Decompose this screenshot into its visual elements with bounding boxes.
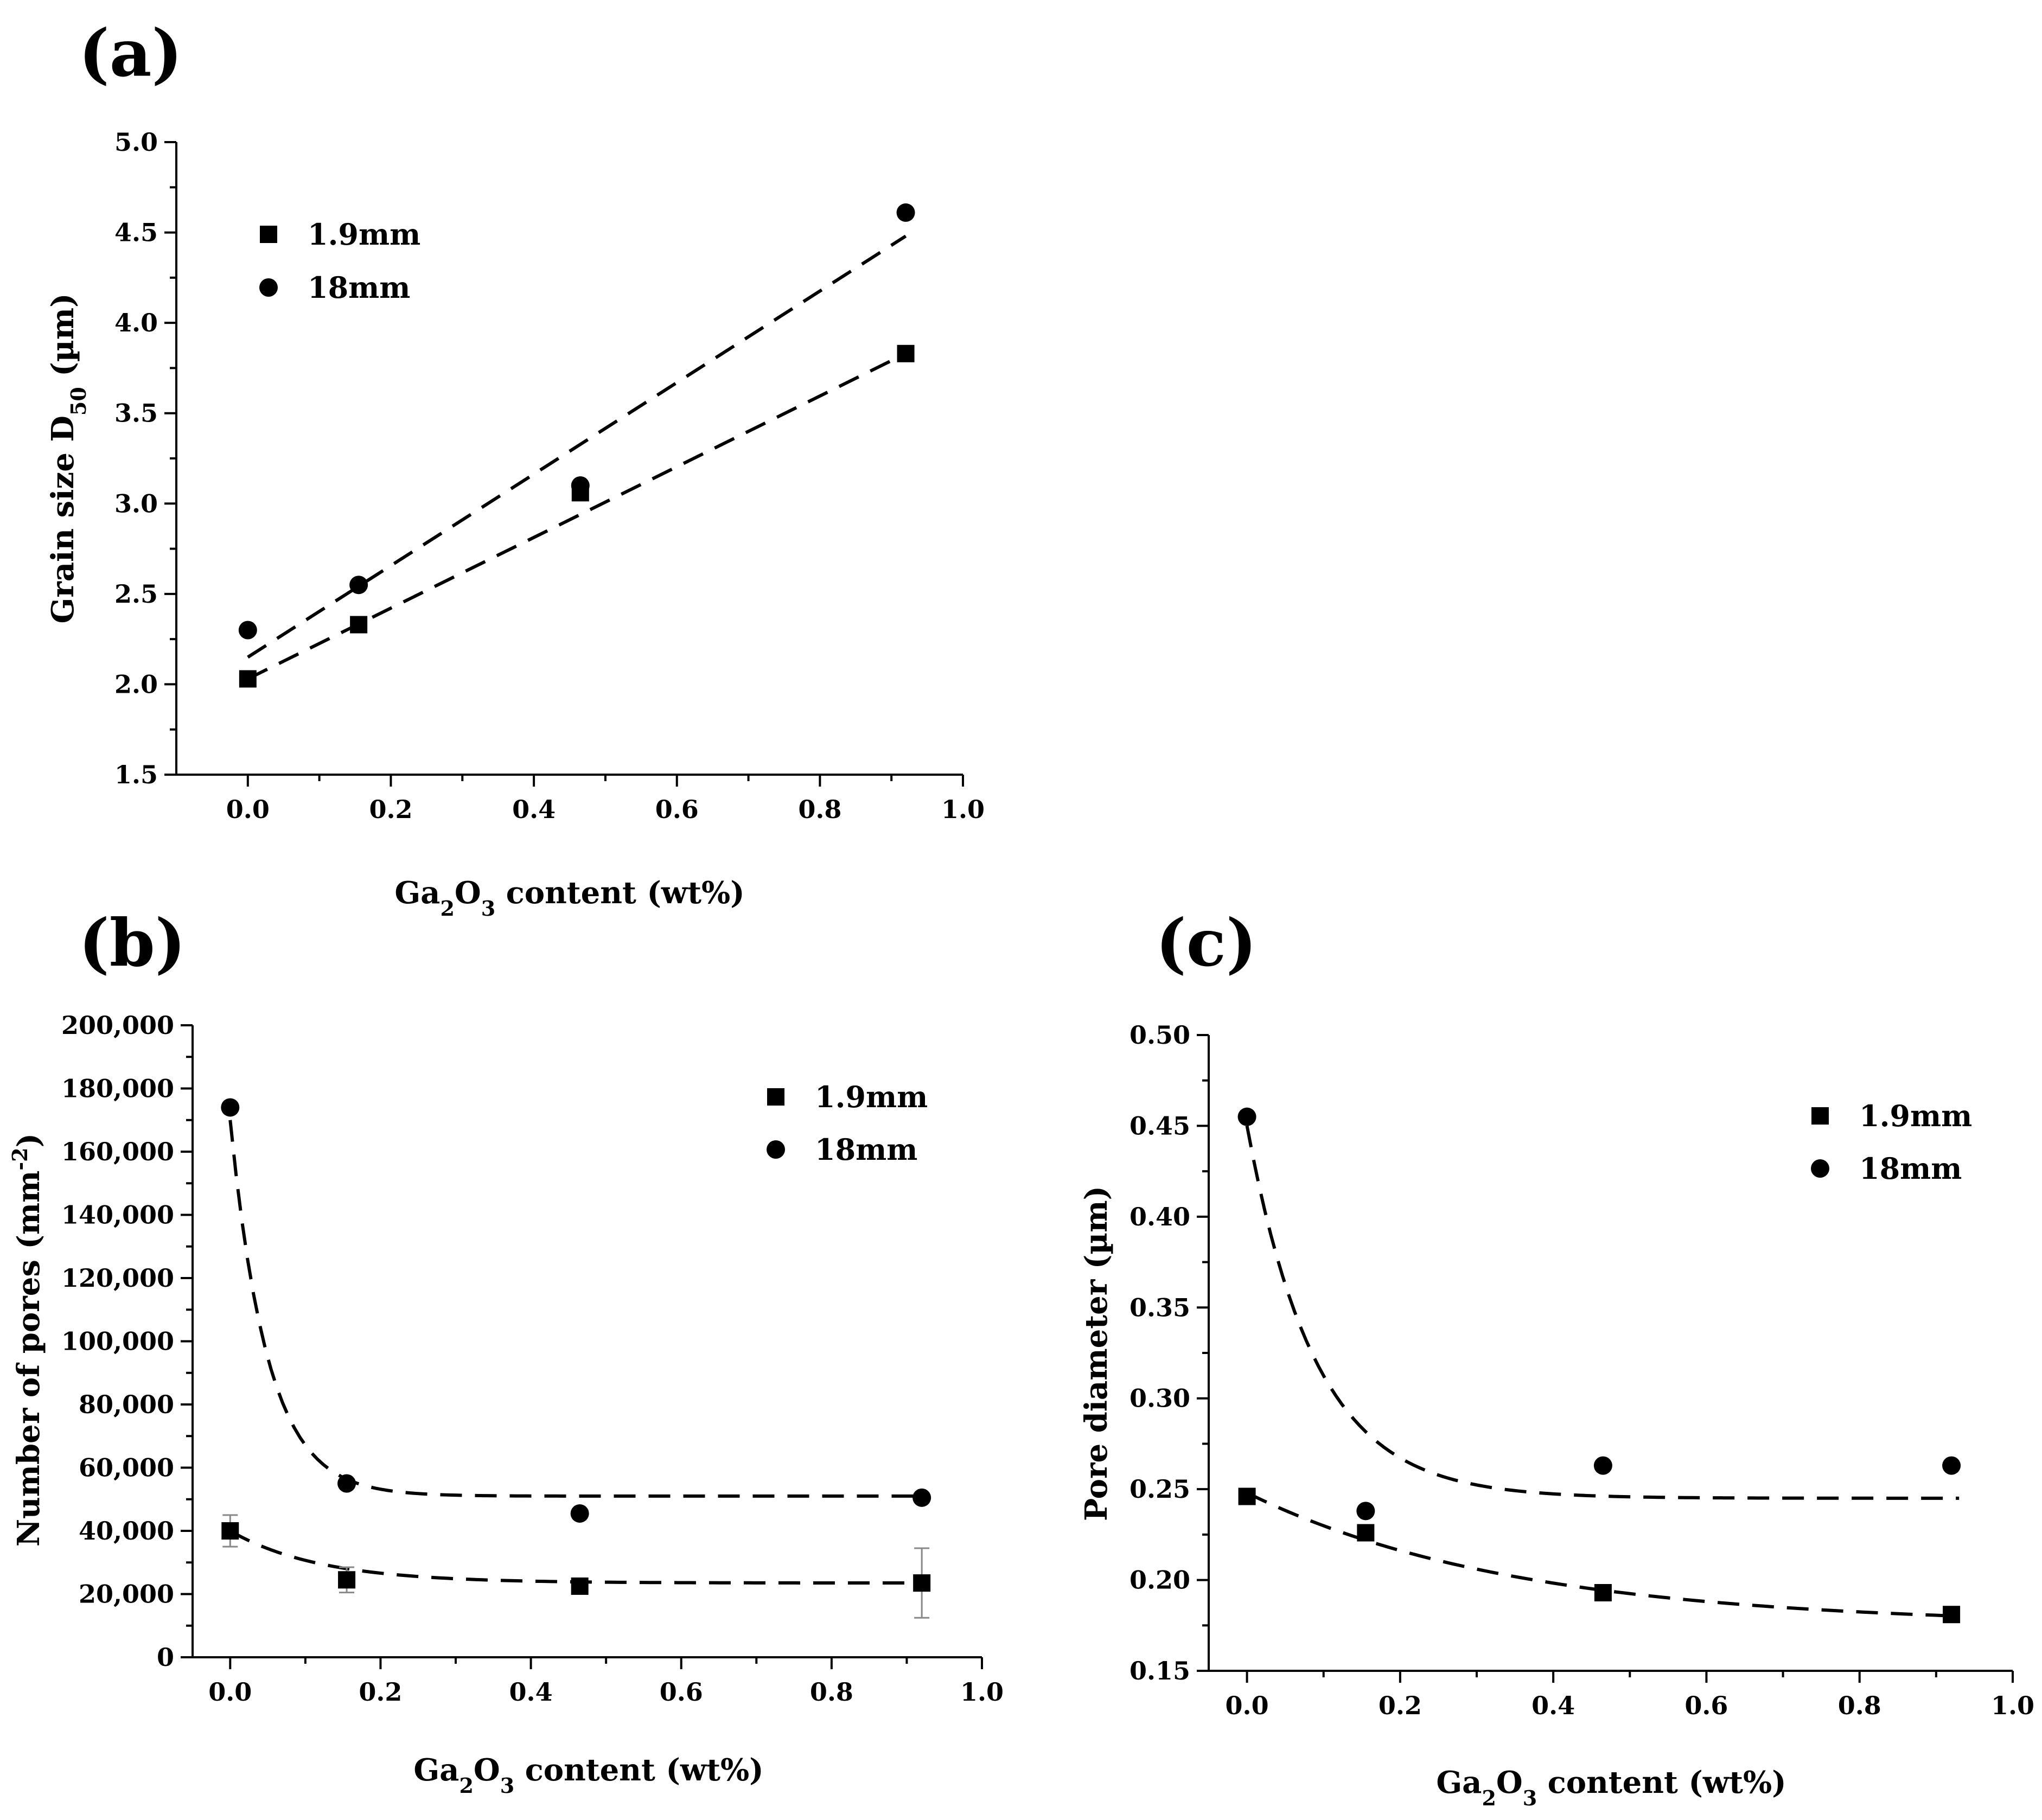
legend-circle-icon — [767, 1140, 785, 1159]
y-tick-label: 200,000 — [61, 1011, 174, 1040]
x-tick-label: 0.4 — [512, 795, 556, 824]
y-tick-label: 40,000 — [79, 1516, 174, 1546]
panel-label: (b) — [79, 905, 186, 981]
y-axis-title: Pore diameter (µm) — [1079, 1186, 1114, 1521]
legend-label: 18mm — [815, 1132, 917, 1167]
y-tick-label: 3.5 — [114, 399, 158, 428]
x-tick-label: 0.6 — [660, 1677, 703, 1707]
y-tick-label: 0 — [157, 1643, 174, 1672]
chart-panel-c: (c) 0.0 0.2 0.4 0.6 0.8 1.0 0.15 0.20 0.25 0.30 0.3… — [1079, 905, 2034, 1810]
legend-label: 18mm — [1859, 1151, 1962, 1186]
y-axis-title: Number of pores (mm-2) — [8, 1133, 47, 1547]
series-18mm-point — [571, 476, 590, 495]
y-tick-label: 20,000 — [79, 1580, 174, 1609]
x-tick-label: 1.0 — [1991, 1691, 2034, 1720]
panel-label: (a) — [79, 15, 182, 92]
legend-circle-icon — [259, 278, 278, 297]
legend-label: 1.9mm — [1859, 1099, 1972, 1133]
y-tick-label: 0.40 — [1130, 1202, 1190, 1231]
y-tick-label: 0.15 — [1130, 1656, 1190, 1685]
series-18mm-point — [1237, 1107, 1256, 1126]
y-tick-label: 0.50 — [1130, 1020, 1190, 1050]
y-tick-label: 0.45 — [1130, 1111, 1190, 1140]
series-1-9mm-point — [571, 1577, 589, 1595]
chart-panel-b: (b) 0.0 0.2 0.4 0.6 0.8 1.0 0 20,000 40,000 60,000… — [8, 905, 1004, 1798]
y-tick-label: 2.0 — [114, 669, 158, 699]
x-tick-label: 0.8 — [798, 795, 841, 824]
series-1-9mm-point — [897, 344, 915, 362]
series-1-9mm-point — [239, 670, 257, 688]
series-18mm-fit-line — [1245, 1125, 1960, 1500]
x-tick-label: 1.0 — [941, 795, 985, 824]
x-tick-label: 0.0 — [1226, 1691, 1269, 1720]
y-axis-title: Grain size D50 (µm) — [45, 293, 91, 623]
legend-circle-icon — [1811, 1159, 1829, 1178]
y-tick-label: 80,000 — [79, 1390, 174, 1419]
series-18mm-point — [337, 1474, 356, 1493]
y-tick-label: 180,000 — [61, 1074, 174, 1103]
x-axis-title: Ga2O3 content (wt%) — [413, 1752, 763, 1798]
series-18mm-point — [1356, 1502, 1375, 1521]
legend-label: 1.9mm — [308, 217, 420, 252]
series-18mm-fit-line — [247, 234, 907, 659]
series-18mm-point — [570, 1504, 589, 1523]
y-tick-label: 60,000 — [79, 1453, 174, 1483]
y-tick-label: 5.0 — [114, 127, 158, 157]
x-tick-label: 0.6 — [655, 795, 699, 824]
series-18mm-point — [1593, 1456, 1612, 1475]
x-tick-label: 0.2 — [1379, 1691, 1422, 1720]
y-tick-label: 160,000 — [61, 1137, 174, 1166]
x-tick-label: 0.4 — [1532, 1691, 1575, 1720]
y-tick-label: 1.5 — [114, 760, 158, 789]
legend-square-icon — [767, 1088, 784, 1106]
y-tick-label: 0.20 — [1130, 1566, 1190, 1595]
y-tick-label: 100,000 — [61, 1327, 174, 1356]
y-tick-label: 3.0 — [114, 489, 158, 518]
legend-square-icon — [260, 226, 277, 243]
y-tick-label: 4.0 — [114, 308, 158, 337]
x-tick-label: 0.2 — [359, 1677, 402, 1707]
series-1-9mm-point — [1943, 1606, 1961, 1624]
x-axis-title: Ga2O3 content (wt%) — [1436, 1765, 1786, 1810]
x-axis-title: Ga2O3 content (wt%) — [394, 875, 744, 921]
legend-label: 1.9mm — [815, 1080, 928, 1114]
x-tick-label: 0.4 — [509, 1677, 553, 1707]
series-1-9mm-point — [913, 1574, 931, 1592]
x-tick-label: 1.0 — [960, 1677, 1004, 1707]
y-tick-label: 140,000 — [61, 1200, 174, 1230]
series-1-9mm-point — [338, 1571, 356, 1589]
series-1-9mm-fit-line — [1246, 1491, 1960, 1618]
series-18mm-point — [896, 203, 915, 222]
series-1-9mm-point — [1238, 1487, 1256, 1505]
series-1-9mm-point — [1357, 1524, 1375, 1542]
series-18mm-point — [238, 621, 257, 640]
x-tick-label: 0.8 — [810, 1677, 853, 1707]
series-1-9mm-point — [221, 1522, 239, 1540]
y-tick-label: 0.25 — [1130, 1474, 1190, 1504]
x-tick-label: 0.8 — [1838, 1691, 1881, 1720]
series-1-9mm-point — [1594, 1584, 1612, 1602]
x-tick-label: 0.0 — [208, 1677, 252, 1707]
series-1-9mm-point — [350, 616, 368, 634]
x-tick-label: 0.0 — [226, 795, 270, 824]
y-tick-label: 120,000 — [61, 1263, 174, 1293]
legend-square-icon — [1811, 1107, 1829, 1125]
y-tick-label: 0.30 — [1130, 1384, 1190, 1413]
x-tick-label: 0.6 — [1684, 1691, 1728, 1720]
legend-label: 18mm — [308, 270, 410, 305]
x-tick-label: 0.2 — [369, 795, 412, 824]
chart-panel-a: (a) 0.0 0.2 0.4 0.6 0.8 1.0 1.5 2.0 2.5 3.0 3.5 4.0 4… — [45, 15, 985, 921]
y-tick-label: 4.5 — [114, 218, 158, 247]
series-18mm-point — [1942, 1456, 1961, 1475]
series-18mm-point — [912, 1488, 931, 1507]
y-tick-label: 2.5 — [114, 579, 158, 609]
y-tick-label: 0.35 — [1130, 1293, 1190, 1322]
series-18mm-point — [221, 1098, 240, 1117]
series-18mm-point — [349, 576, 368, 595]
panel-label: (c) — [1156, 905, 1257, 981]
